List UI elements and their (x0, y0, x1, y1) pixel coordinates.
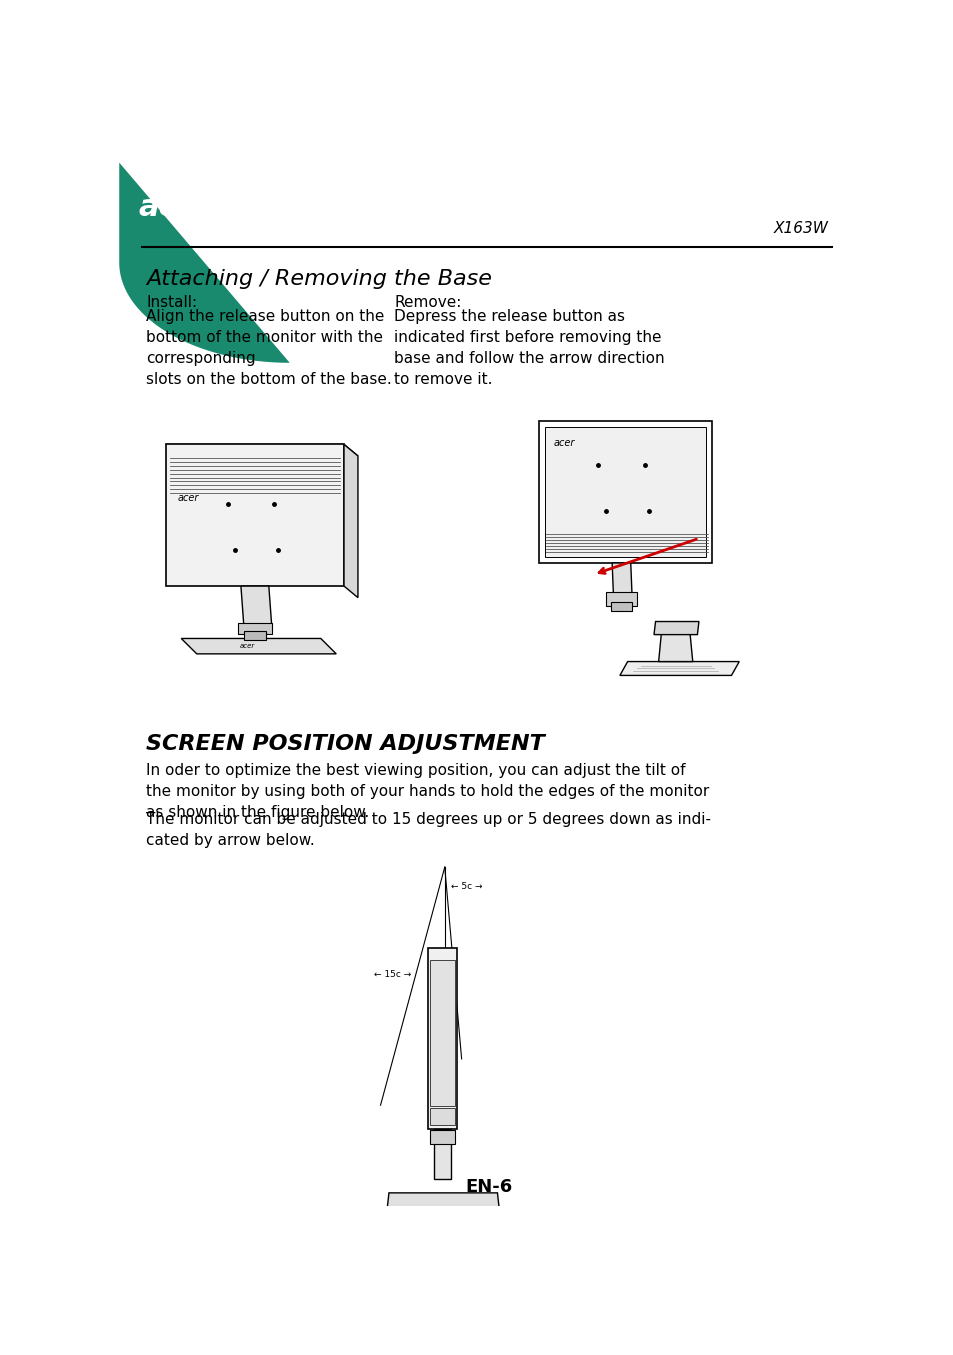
Polygon shape (387, 1192, 498, 1207)
Polygon shape (610, 602, 632, 611)
Bar (430, 1108, 455, 1125)
Bar (430, 959, 455, 1106)
Polygon shape (537, 421, 711, 562)
Polygon shape (119, 163, 290, 363)
Bar (434, 1129, 451, 1179)
Text: X163W: X163W (773, 221, 827, 236)
Text: EN-6: EN-6 (465, 1177, 512, 1195)
Polygon shape (658, 629, 692, 661)
Text: Attaching / Removing the Base: Attaching / Removing the Base (146, 268, 492, 289)
Polygon shape (181, 638, 335, 654)
Text: ← 15c →: ← 15c → (374, 970, 411, 978)
Text: ← 5c →: ← 5c → (451, 882, 482, 890)
Bar (430, 1130, 455, 1145)
Text: Install:: Install: (146, 295, 197, 310)
Text: SCREEN POSITION ADJUSTMENT: SCREEN POSITION ADJUSTMENT (146, 734, 544, 753)
Polygon shape (244, 631, 266, 640)
Polygon shape (619, 661, 739, 675)
Polygon shape (544, 427, 705, 557)
Text: acer: acer (554, 438, 575, 449)
Bar (427, 948, 456, 1129)
Text: Remove:: Remove: (394, 295, 461, 310)
Text: acer: acer (138, 192, 213, 222)
Text: acer: acer (177, 493, 198, 503)
Polygon shape (344, 444, 357, 598)
Polygon shape (166, 444, 344, 587)
Text: acer: acer (239, 644, 254, 649)
Text: Align the release button on the
bottom of the monitor with the
corresponding
slo: Align the release button on the bottom o… (146, 309, 392, 388)
Text: Depress the release button as
indicated first before removing the
base and follo: Depress the release button as indicated … (394, 309, 664, 388)
Polygon shape (237, 623, 272, 634)
Text: In oder to optimize the best viewing position, you can adjust the tilt of
the mo: In oder to optimize the best viewing pos… (146, 763, 709, 820)
Polygon shape (605, 592, 637, 606)
Text: The monitor can be adjusted to 15 degrees up or 5 degrees down as indi-
cated by: The monitor can be adjusted to 15 degree… (146, 812, 711, 848)
Polygon shape (241, 587, 272, 629)
Polygon shape (612, 562, 632, 602)
Polygon shape (166, 444, 357, 457)
Polygon shape (654, 622, 699, 634)
